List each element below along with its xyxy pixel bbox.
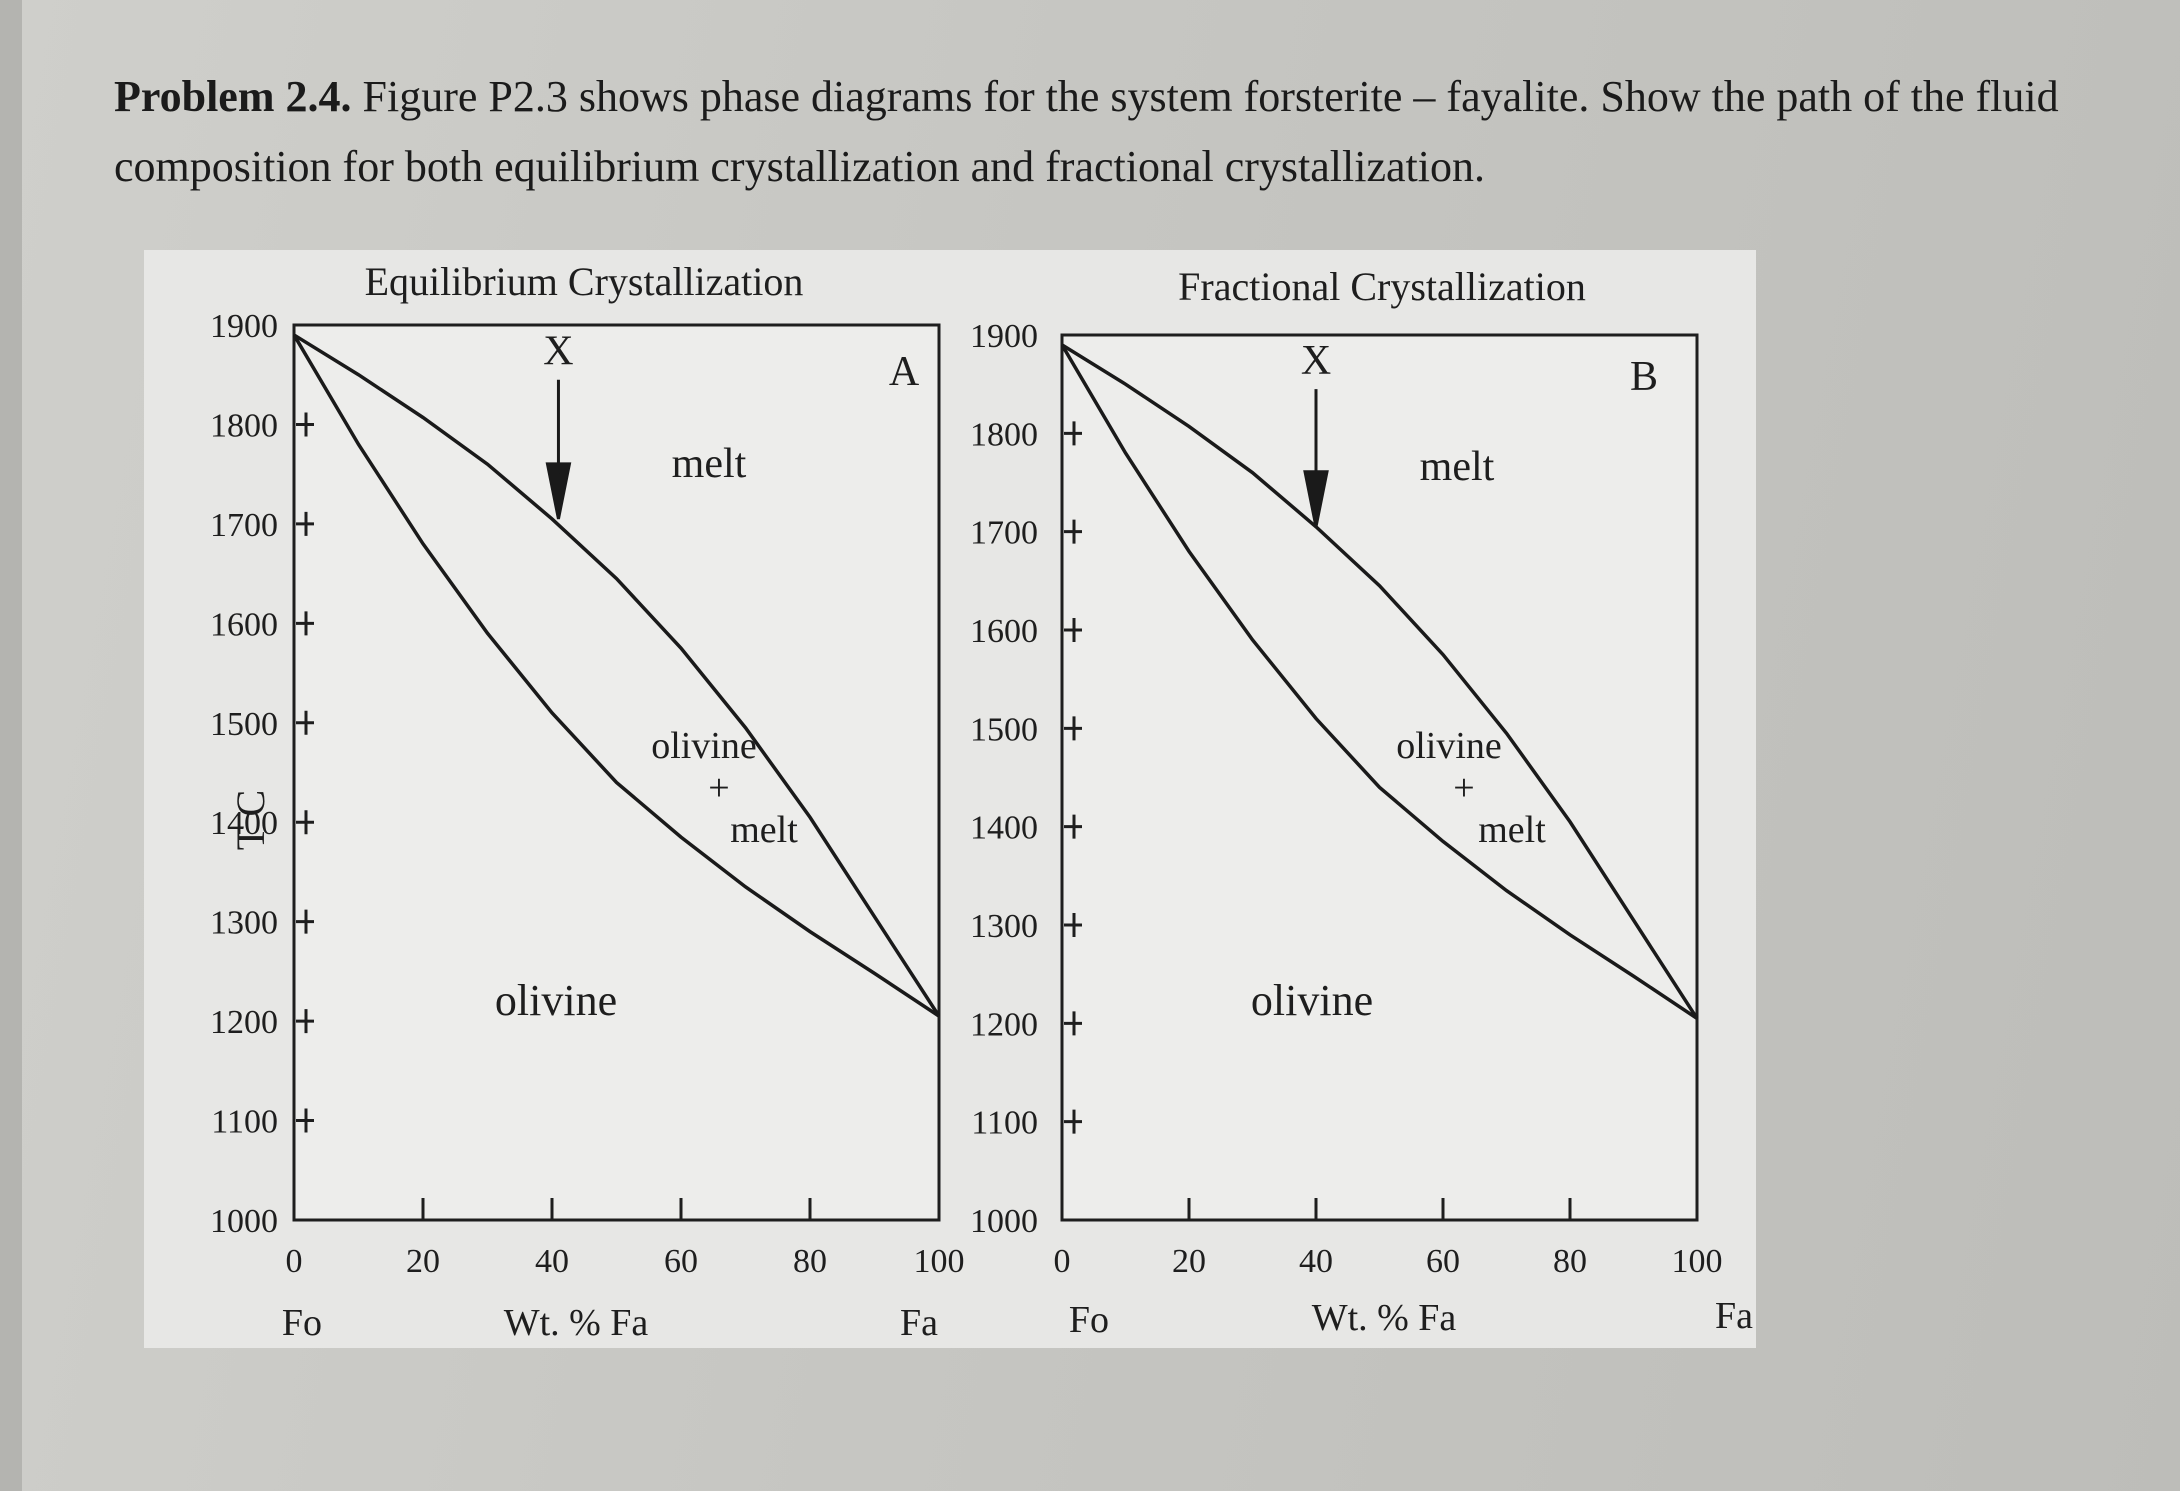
down-arrow-icon (545, 379, 572, 520)
solidus-curve (1060, 343, 1698, 1020)
y-tick-label: 1800 (210, 407, 278, 444)
y-tick-label: 1100 (211, 1104, 278, 1141)
y-tick-mark (296, 412, 314, 437)
panel-letter: B (1630, 354, 1658, 400)
axis-ticks: 1000110012001300140015001600170018001900… (210, 308, 965, 1280)
panel-title: Fractional Crystallization (1178, 264, 1586, 309)
x-axis-label: Wt. % Fa (504, 1302, 649, 1344)
y-tick-label: 1500 (970, 711, 1038, 748)
region-melt-label: melt (1420, 444, 1495, 490)
x-tick-label: 80 (793, 1243, 827, 1280)
x-tick-label: 80 (1553, 1243, 1587, 1280)
problem-text: Figure P2.3 shows phase diagrams for the… (114, 72, 2059, 191)
y-tick-mark (296, 1108, 314, 1133)
y-tick-mark (296, 810, 314, 835)
x-tick-label: 0 (1054, 1243, 1071, 1280)
y-tick-label: 1900 (970, 318, 1038, 355)
y-tick-label: 1800 (970, 416, 1038, 453)
region-olivine-melt-label-1: olivine (651, 725, 757, 767)
down-arrow-icon (1303, 389, 1329, 528)
x-end-label-fo: Fo (1069, 1299, 1109, 1341)
x-tick-label: 40 (535, 1243, 569, 1280)
y-tick-mark (296, 611, 314, 636)
y-tick-label: 1300 (970, 908, 1038, 945)
y-tick-mark (296, 909, 314, 934)
problem-number: Problem 2.4. (114, 72, 352, 121)
region-olivine-label: olivine (1251, 976, 1373, 1025)
x-tick-label: 20 (406, 1243, 440, 1280)
y-tick-mark (296, 710, 314, 735)
y-tick-label: 1900 (210, 308, 278, 345)
y-tick-label: 1200 (970, 1006, 1038, 1043)
y-tick-label: 1700 (210, 507, 278, 544)
panel-letter: A (889, 349, 920, 395)
panel-fractional: Fractional Crystallization B 10001100120… (970, 264, 1753, 1341)
y-tick-label: 1100 (971, 1105, 1038, 1142)
y-tick-mark (1064, 421, 1082, 446)
y-tick-mark (296, 511, 314, 536)
composition-x-label: X (543, 329, 573, 375)
region-melt-label: melt (672, 441, 747, 487)
y-tick-label: 1300 (210, 905, 278, 942)
liquidus-curve (1061, 343, 1699, 1020)
region-olivine-label: olivine (495, 976, 617, 1025)
x-tick-label: 0 (286, 1243, 303, 1280)
phase-diagram-figure: Equilibrium Crystallization A 1000 1100 12… (144, 250, 1756, 1348)
textbook-page: Problem 2.4. Figure P2.3 shows phase dia… (22, 0, 2180, 1491)
x-axis-label: Wt. % Fa (1312, 1297, 1457, 1339)
y-tick-label: 1600 (970, 613, 1038, 650)
y-tick-label: 1400 (210, 805, 278, 842)
y-tick-label: 1600 (210, 606, 278, 643)
y-tick-label: 1400 (970, 810, 1038, 847)
phase-diagrams-svg: Equilibrium Crystallization A 1000110012… (210, 259, 1753, 1344)
y-tick-label: 1000 (970, 1203, 1038, 1240)
panel-equilibrium: Equilibrium Crystallization A 1000110012… (210, 259, 965, 1344)
region-olivine-melt-label-2: melt (1478, 809, 1546, 851)
y-tick-label: 1500 (210, 706, 278, 743)
x-tick-label: 20 (1172, 1243, 1206, 1280)
x-tick-label: 100 (1672, 1243, 1723, 1280)
x-tick-label: 100 (914, 1243, 965, 1280)
solidus-curve (292, 334, 940, 1018)
y-tick-mark (1064, 1011, 1082, 1036)
y-tick-mark (1064, 1109, 1082, 1134)
y-axis-label: T C (228, 790, 273, 850)
plot-frame (292, 323, 941, 1222)
region-olivine-melt-label-2: melt (730, 809, 798, 851)
y-tick-mark (1064, 716, 1082, 741)
x-tick-label: 60 (1426, 1243, 1460, 1280)
x-tick-label: 60 (664, 1243, 698, 1280)
panel-title: Equilibrium Crystallization (365, 259, 804, 304)
liquidus-curve (293, 333, 941, 1018)
y-tick-mark (1064, 618, 1082, 642)
x-end-label-fa: Fa (1715, 1295, 1753, 1337)
y-tick-label: 1000 (210, 1203, 278, 1240)
plot-frame (1060, 333, 1699, 1222)
y-tick-mark (1064, 519, 1082, 544)
y-tick-label: 1200 (210, 1004, 278, 1041)
y-tick-mark (1064, 814, 1082, 839)
region-olivine-melt-label-1: olivine (1396, 725, 1502, 767)
region-olivine-melt-plus: + (1453, 767, 1474, 809)
x-tick-label: 40 (1299, 1243, 1333, 1280)
x-end-label-fa: Fa (900, 1302, 938, 1344)
y-tick-mark (1064, 913, 1082, 937)
y-tick-mark (296, 1009, 314, 1034)
x-end-label-fo: Fo (282, 1302, 322, 1344)
axis-ticks: 1000110012001300140015001600170018001900… (970, 318, 1723, 1280)
y-tick-label: 1700 (970, 515, 1038, 552)
region-olivine-melt-plus: + (708, 767, 729, 809)
composition-x-label: X (1301, 338, 1331, 384)
problem-statement: Problem 2.4. Figure P2.3 shows phase dia… (114, 62, 2114, 202)
